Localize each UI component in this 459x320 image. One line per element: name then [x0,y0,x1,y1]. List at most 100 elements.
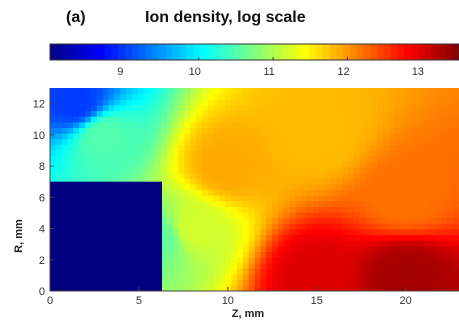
heatmap-cell [447,223,454,230]
heatmap-cell [441,228,448,236]
heatmap-cell [248,268,255,275]
colorbar-segment [418,44,426,60]
heatmap-cell [166,166,174,174]
heatmap-cell [312,245,320,253]
heatmap-cell [231,133,238,140]
heatmap-cell [318,228,326,236]
heatmap-cell [125,99,133,106]
heatmap-cell [260,88,267,95]
heatmap-cell [371,223,378,230]
heatmap-cell [283,217,291,224]
heatmap-cell [184,262,191,269]
heatmap-cell [67,178,74,185]
heatmap-cell [219,183,226,190]
heatmap-cell [418,183,425,190]
heatmap-cell [400,257,407,264]
heatmap-cell [307,121,314,128]
heatmap-cell [225,144,232,151]
heatmap-cell [201,88,209,95]
heatmap-cell [283,206,291,213]
heatmap-cell [435,183,442,190]
heatmap-cell [125,138,133,145]
heatmap-cell [418,99,425,106]
heatmap-cell [79,178,86,185]
heatmap-cell [441,279,448,286]
heatmap-cell [453,251,459,258]
heatmap-cell [447,206,454,213]
heatmap-cell [418,178,425,185]
heatmap-cell [272,189,279,196]
heatmap-cell [388,200,396,207]
heatmap-cell [172,166,180,174]
heatmap-cell [277,189,285,196]
heatmap-cell [166,150,174,157]
heatmap-cell [324,268,331,275]
heatmap-cell [131,127,139,134]
heatmap-cell [418,245,425,253]
heatmap-cell [178,262,185,269]
heatmap-cell [236,121,244,128]
heatmap-cell [383,257,390,264]
heatmap-cell [330,88,337,95]
heatmap-cell [412,200,419,207]
heatmap-cell [418,172,425,179]
heatmap-cell [324,138,331,145]
heatmap-cell [423,172,431,179]
heatmap-cell [125,155,133,162]
heatmap-cell [207,200,215,207]
heatmap-cell [435,274,442,281]
heatmap-cell [102,133,109,140]
heatmap-cell [365,223,372,230]
heatmap-cell [272,166,279,174]
heatmap-cell [330,279,337,286]
heatmap-cell [166,279,174,286]
heatmap-cell [429,99,437,106]
heatmap-cell [441,178,448,185]
heatmap-cell [383,212,390,219]
heatmap-cell [330,116,337,123]
heatmap-cell [342,245,349,253]
heatmap-cell [435,88,442,95]
heatmap-cell [137,161,144,168]
heatmap-cell [248,200,255,207]
heatmap-cell [213,274,220,281]
heatmap-cell [301,127,308,134]
heatmap-cell [453,212,459,219]
heatmap-cell [383,251,390,258]
heatmap-cell [347,274,355,281]
heatmap-cell [225,138,232,145]
heatmap-cell [318,195,326,202]
heatmap-cell [383,223,390,230]
heatmap-cell [90,178,98,185]
heatmap-cell [359,155,367,162]
heatmap-cell [453,274,459,281]
heatmap-cell [166,172,174,179]
heatmap-cell [172,234,180,241]
heatmap-cell [96,161,104,168]
heatmap-cell [161,121,168,128]
heatmap-cell [342,161,349,168]
heatmap-cell [219,121,226,128]
heatmap-cell [61,133,69,140]
heatmap-cell [365,99,372,106]
heatmap-cell [102,138,109,145]
heatmap-cell [347,178,355,185]
heatmap-cell [295,285,302,292]
heatmap-cell [400,121,407,128]
heatmap-cell [260,195,267,202]
colorbar: 9 10 11 12 13 [49,43,459,78]
heatmap-cell [301,104,308,112]
heatmap-cell [429,228,437,236]
heatmap-cell [359,127,367,134]
heatmap-cell [120,133,127,140]
heatmap-cell [307,93,314,100]
heatmap-cell [388,183,396,190]
heatmap-cell [371,257,378,264]
heatmap-cell [272,234,279,241]
heatmap-cell [423,228,431,236]
colorbar-segment [90,44,99,60]
heatmap-cell [277,110,285,117]
heatmap-cell [108,155,115,162]
heatmap-cell [190,116,197,123]
heatmap-cell [429,127,437,134]
